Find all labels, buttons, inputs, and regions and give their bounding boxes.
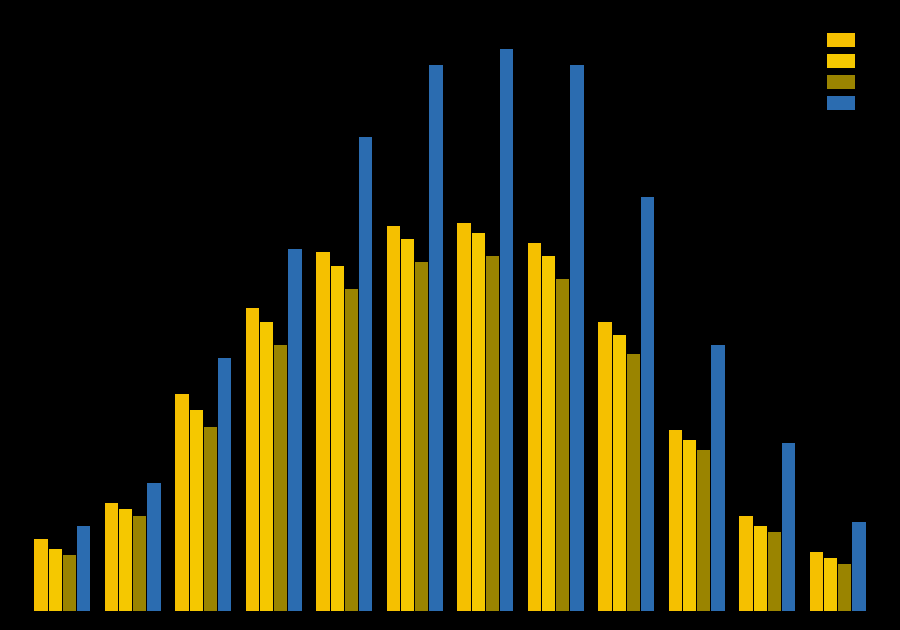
Bar [768, 532, 781, 611]
Bar [571, 65, 583, 611]
Bar [598, 321, 612, 611]
Bar [387, 226, 400, 611]
Bar [176, 394, 189, 611]
Bar [556, 279, 570, 611]
Bar [683, 440, 697, 611]
Bar [740, 516, 752, 611]
Bar [288, 249, 302, 611]
Bar [76, 525, 90, 611]
Bar [528, 243, 541, 611]
Bar [669, 430, 682, 611]
Bar [641, 197, 654, 611]
Bar [34, 539, 48, 611]
Bar [753, 525, 767, 611]
Bar [486, 256, 499, 611]
Bar [401, 239, 414, 611]
Bar [429, 65, 443, 611]
Bar [218, 358, 231, 611]
Bar [330, 266, 344, 611]
Bar [119, 509, 132, 611]
Bar [838, 564, 851, 611]
Bar [613, 335, 626, 611]
Bar [274, 345, 287, 611]
Bar [148, 483, 160, 611]
Bar [824, 558, 837, 611]
Bar [317, 253, 329, 611]
Bar [49, 549, 62, 611]
Bar [203, 427, 217, 611]
Bar [260, 321, 274, 611]
Bar [810, 552, 824, 611]
Bar [626, 355, 640, 611]
Bar [63, 555, 76, 611]
Legend: , , , : , , , [820, 26, 866, 118]
Bar [415, 262, 428, 611]
Bar [105, 503, 118, 611]
Bar [542, 256, 555, 611]
Bar [711, 345, 724, 611]
Bar [359, 137, 372, 611]
Bar [472, 232, 485, 611]
Bar [246, 309, 259, 611]
Bar [500, 49, 513, 611]
Bar [698, 450, 710, 611]
Bar [782, 444, 795, 611]
Bar [190, 410, 203, 611]
Bar [457, 223, 471, 611]
Bar [133, 516, 147, 611]
Bar [345, 289, 358, 611]
Bar [852, 522, 866, 611]
